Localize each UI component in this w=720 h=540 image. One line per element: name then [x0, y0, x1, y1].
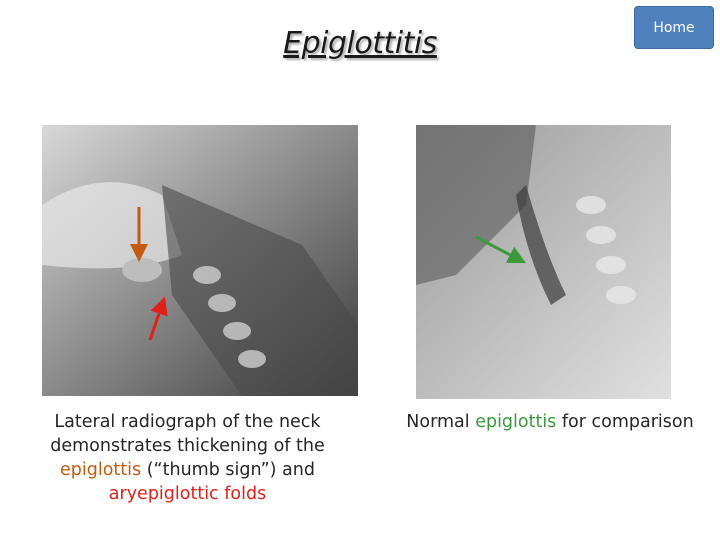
slide-title: Epiglottitis [283, 26, 437, 61]
caption-text: Lateral radiograph of the neck [54, 412, 321, 432]
left-radiograph [42, 125, 358, 396]
caption-term: epiglottis [475, 412, 557, 432]
caption-text: for comparison [561, 412, 694, 432]
caption-text: demonstrates thickening of the [50, 436, 325, 456]
caption-text: Normal [406, 412, 470, 432]
home-button[interactable]: Home [634, 6, 714, 49]
left-caption: Lateral radiograph of the neck demonstra… [20, 410, 355, 506]
right-radiograph [416, 125, 671, 399]
caption-term: aryepiglottic folds [108, 484, 267, 504]
right-caption: Normal epiglottis for comparison [380, 410, 720, 434]
caption-term: epiglottis [60, 460, 142, 480]
caption-text: (“thumb sign”) and [146, 460, 315, 480]
